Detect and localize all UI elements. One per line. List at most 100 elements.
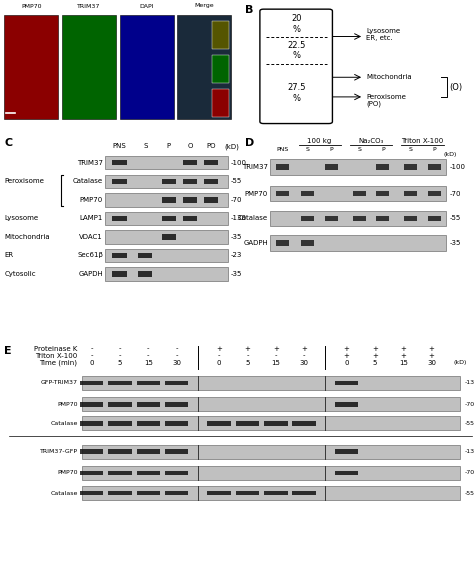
Text: DAPI: DAPI (139, 4, 154, 9)
Bar (82, 376, 460, 390)
Text: Lysosome: Lysosome (4, 215, 38, 221)
Bar (292, 491, 316, 495)
Bar (207, 491, 231, 495)
Text: 27.5
%: 27.5 % (287, 83, 305, 103)
Text: GADPH: GADPH (243, 240, 268, 246)
Text: -130: -130 (465, 380, 474, 385)
Text: +: + (245, 346, 250, 352)
Text: S: S (143, 143, 147, 150)
Bar (112, 253, 127, 258)
Text: -: - (91, 346, 93, 352)
Text: PMP70: PMP70 (245, 191, 268, 197)
Bar (428, 215, 441, 221)
Text: B: B (245, 5, 253, 15)
Text: +: + (344, 346, 349, 352)
Bar (62, 15, 116, 119)
Text: -70: -70 (449, 191, 461, 197)
Bar (138, 253, 153, 258)
Text: Time (min): Time (min) (39, 360, 78, 366)
Bar (108, 471, 132, 475)
Text: -: - (274, 353, 277, 359)
Bar (292, 421, 316, 426)
Text: PMP70: PMP70 (57, 471, 78, 475)
Text: +: + (301, 346, 307, 352)
Text: -35: -35 (231, 234, 243, 240)
Text: S: S (409, 147, 413, 152)
Bar (177, 15, 231, 119)
Text: (O): (O) (449, 82, 463, 92)
Bar (108, 381, 132, 385)
Text: Peroxisome: Peroxisome (366, 94, 406, 100)
Text: P: P (167, 143, 171, 150)
Text: Merge: Merge (194, 4, 214, 9)
Bar (112, 272, 127, 277)
Text: Lysosome: Lysosome (366, 28, 401, 34)
Bar (428, 164, 441, 169)
Bar (137, 449, 160, 454)
Bar (335, 381, 358, 385)
Bar (183, 160, 197, 165)
Bar (325, 215, 337, 221)
Text: PMP70: PMP70 (21, 4, 42, 9)
Text: -: - (175, 353, 178, 359)
Bar (137, 471, 160, 475)
Text: Peroxisome: Peroxisome (4, 178, 44, 185)
Bar (276, 191, 289, 196)
Text: PMP70: PMP70 (80, 197, 103, 203)
Bar (376, 191, 389, 196)
Text: -130: -130 (465, 449, 474, 454)
Text: +: + (428, 346, 435, 352)
Text: Triton X-100: Triton X-100 (35, 353, 78, 359)
Bar (108, 421, 132, 426)
Text: -55: -55 (449, 215, 461, 221)
Bar (204, 179, 218, 184)
Bar (353, 215, 366, 221)
Bar (105, 175, 228, 188)
Bar (162, 215, 176, 221)
Text: P: P (432, 147, 436, 152)
Bar (119, 15, 173, 119)
Text: -: - (175, 346, 178, 352)
Text: Proteinase K: Proteinase K (34, 346, 78, 352)
Bar (276, 241, 289, 246)
Text: -100: -100 (231, 160, 247, 166)
Text: -: - (246, 353, 249, 359)
Bar (105, 230, 228, 244)
Text: Sec61β: Sec61β (77, 252, 103, 259)
Bar (271, 211, 446, 226)
Text: 15: 15 (144, 360, 153, 366)
Text: -130: -130 (231, 215, 247, 221)
Text: -70: -70 (465, 402, 474, 406)
Bar (301, 241, 314, 246)
Text: O: O (187, 143, 193, 150)
Bar (108, 402, 132, 406)
Text: TRIM37: TRIM37 (77, 4, 100, 9)
Bar (335, 402, 358, 406)
Bar (335, 471, 358, 475)
Bar (212, 21, 229, 49)
Bar (80, 381, 103, 385)
Text: 5: 5 (245, 360, 250, 366)
Bar (404, 164, 417, 169)
Bar (80, 471, 103, 475)
Text: Catalase: Catalase (50, 420, 78, 426)
Bar (428, 191, 441, 196)
Bar (183, 179, 197, 184)
Text: PNS: PNS (276, 147, 288, 152)
Text: PMP70: PMP70 (57, 402, 78, 406)
Text: S: S (357, 147, 361, 152)
Bar (82, 416, 460, 430)
Text: 0: 0 (217, 360, 221, 366)
Bar (162, 179, 176, 184)
Bar (112, 160, 127, 165)
Text: +: + (400, 353, 406, 359)
Text: ER, etc.: ER, etc. (366, 36, 393, 41)
Bar (335, 449, 358, 454)
Text: P: P (381, 147, 384, 152)
Text: TRIM37: TRIM37 (77, 160, 103, 166)
Bar (165, 402, 189, 406)
Bar (353, 191, 366, 196)
Bar (165, 471, 189, 475)
FancyBboxPatch shape (260, 9, 332, 124)
Bar (82, 466, 460, 480)
